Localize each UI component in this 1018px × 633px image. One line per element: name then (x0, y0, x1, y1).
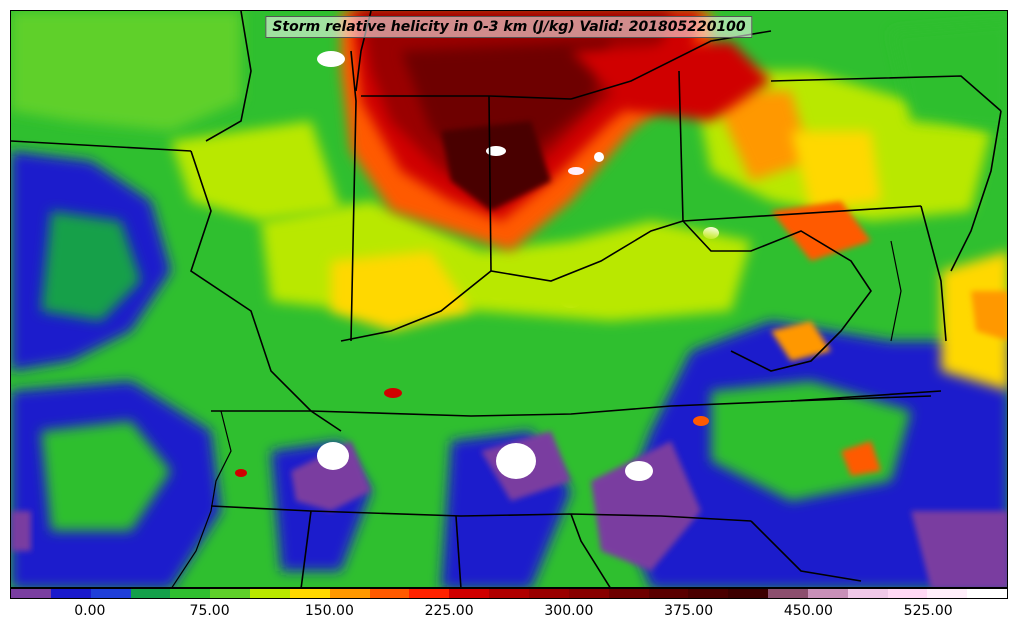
colorbar-segment (449, 589, 490, 598)
colorbar-tick-label: 450.00 (783, 603, 833, 619)
colorbar-segment (329, 589, 370, 598)
colorbar-segment (688, 589, 729, 598)
colorbar-segment (369, 589, 410, 598)
colorbar-tick-label: 225.00 (424, 603, 474, 619)
colorbar-tick-label: 300.00 (544, 603, 594, 619)
state-boundaries (11, 11, 1002, 587)
colorbar-tick-label: 75.00 (189, 603, 230, 619)
colorbar-segment (11, 589, 51, 598)
colorbar-segment (170, 589, 211, 598)
colorbar-tick-label: 0.00 (74, 603, 106, 619)
colorbar-tick-label: 525.00 (903, 603, 953, 619)
map-area: Storm relative helicity in 0-3 km (J/kg)… (10, 10, 1008, 588)
colorbar-segment (289, 589, 330, 598)
colorbar-tick-labels: 0.00 75.00 150.00 225.00 300.00 375.00 450.00 5… (10, 601, 1008, 627)
colorbar-segment (210, 589, 251, 598)
colorbar-tick-label: 150.00 (304, 603, 354, 619)
colorbar-segment (807, 589, 848, 598)
colorbar-segment (608, 589, 649, 598)
colorbar-segment (847, 589, 888, 598)
colorbar-segment (409, 589, 450, 598)
colorbar-segment (967, 589, 1008, 598)
colorbar-segment (568, 589, 609, 598)
colorbar-segment (728, 589, 769, 598)
colorbar-segment (927, 589, 968, 598)
colorbar-tick-label: 375.00 (664, 603, 714, 619)
colorbar-segment (648, 589, 689, 598)
map-title: Storm relative helicity in 0-3 km (J/kg)… (265, 16, 753, 38)
colorbar-segment (50, 589, 91, 598)
colorbar-segment (130, 589, 171, 598)
colorbar-segment (90, 589, 131, 598)
colorbar-segment (250, 589, 290, 598)
helicity-field-map (11, 11, 1007, 587)
colorbar (10, 588, 1008, 599)
colorbar-segment (768, 589, 808, 598)
colorbar-segment (887, 589, 928, 598)
colorbar-segment (489, 589, 529, 598)
helicity-shading (11, 11, 1007, 587)
colorbar-segment (528, 589, 569, 598)
